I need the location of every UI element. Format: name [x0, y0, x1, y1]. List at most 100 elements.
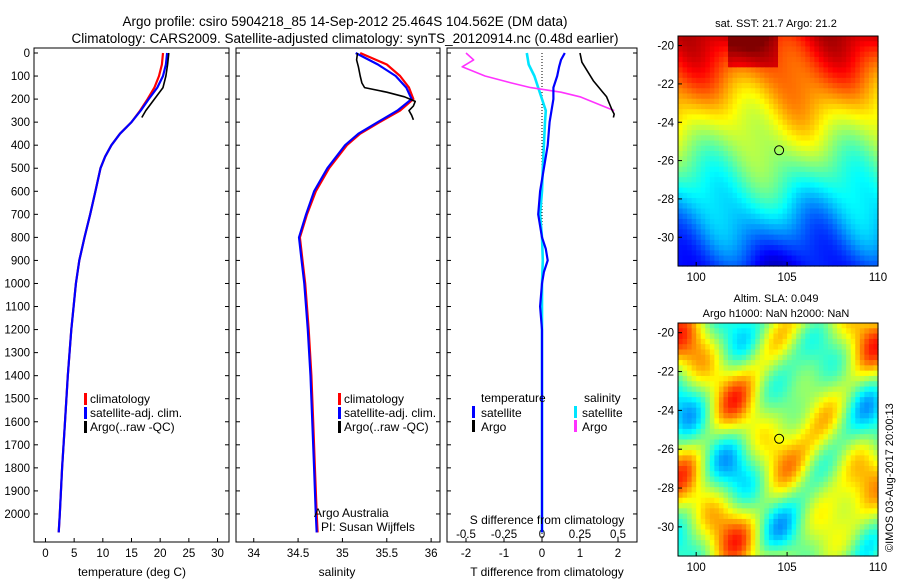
map-cell: [823, 487, 829, 494]
map-cell: [850, 56, 856, 63]
map-cell: [873, 365, 879, 372]
map-cell: [778, 407, 784, 414]
map-cell: [687, 386, 693, 393]
map-cell: [700, 354, 706, 361]
map-cell: [728, 508, 734, 515]
map-cell: [832, 460, 838, 467]
map-cell: [750, 476, 756, 483]
map-cell: [750, 229, 756, 236]
map-cell: [841, 407, 847, 414]
map-cell: [768, 124, 775, 131]
map-cell: [787, 140, 793, 147]
map-cell: [732, 360, 738, 366]
map-cell: [705, 218, 711, 225]
map-cell: [800, 161, 806, 168]
map-cell: [837, 513, 843, 520]
map-cell: [741, 423, 747, 430]
map-cell: [714, 444, 720, 451]
map-cell: [737, 93, 743, 100]
map-cell: [773, 198, 779, 204]
map-cell: [823, 492, 829, 499]
map-cell: [805, 109, 811, 116]
map-cell: [709, 171, 715, 178]
map-cell: [764, 67, 770, 74]
map-cell: [709, 418, 715, 425]
map-cell: [759, 182, 765, 189]
map-cell: [864, 182, 870, 189]
map-cell: [850, 397, 856, 404]
map-cell: [764, 391, 770, 398]
map-cell: [714, 508, 720, 515]
map-cell: [723, 455, 729, 462]
map-cell: [823, 192, 829, 199]
map-cell: [696, 103, 702, 110]
map-cell: [778, 156, 784, 163]
map-cell: [687, 450, 693, 456]
map-cell: [728, 545, 734, 552]
map-cell: [782, 487, 788, 494]
map-cell: [764, 333, 770, 340]
map-cell: [709, 145, 715, 152]
map-cell: [837, 460, 843, 467]
map-cell: [864, 83, 870, 89]
map-cell: [718, 41, 725, 48]
map-cell: [796, 444, 802, 451]
map-cell: [714, 529, 720, 536]
map-cell: [800, 166, 806, 173]
map-cell: [700, 83, 706, 89]
depth-tick-label: 500: [11, 163, 30, 175]
map-cell: [696, 234, 702, 241]
map-cell: [805, 407, 811, 414]
map-cell: [828, 518, 834, 525]
map-cell: [809, 192, 815, 199]
map-cell: [737, 88, 743, 95]
map-cell: [846, 344, 852, 351]
map-cell: [787, 151, 793, 157]
map-cell: [828, 62, 834, 68]
map-cell: [814, 397, 820, 404]
map-cell: [755, 124, 761, 131]
map-cell: [837, 114, 843, 121]
map-cell: [850, 434, 856, 441]
map-cell: [732, 203, 738, 210]
map-cell: [823, 177, 829, 183]
map-cell: [846, 413, 852, 419]
map-cell: [728, 182, 734, 189]
map-cell: [696, 444, 702, 451]
map-cell: [755, 455, 761, 462]
map-cell: [846, 471, 852, 478]
map-cell: [837, 208, 843, 215]
map-cell: [705, 161, 711, 168]
depth-tick-label: 1700: [4, 440, 30, 452]
depth-tick-label: 1600: [4, 417, 30, 429]
map-cell: [873, 67, 879, 74]
map-cell: [678, 481, 684, 488]
map-cell: [832, 333, 838, 340]
map-cell: [855, 114, 861, 121]
map-cell: [755, 161, 761, 168]
map-cell: [873, 46, 879, 53]
map-cell: [714, 513, 720, 520]
map-cell: [809, 503, 815, 509]
map-cell: [809, 124, 815, 131]
map-cell: [791, 333, 797, 340]
map-cell: [859, 119, 865, 126]
series-line: [579, 52, 616, 118]
map-cell: [778, 114, 784, 121]
map-cell: [837, 187, 843, 194]
map-cell: [737, 41, 743, 48]
map-cell: [814, 192, 820, 199]
map-cell: [841, 218, 847, 225]
map-cell: [741, 51, 747, 58]
map-cell: [687, 88, 693, 95]
map-cell: [696, 328, 702, 335]
map-cell: [700, 360, 706, 366]
map-cell: [768, 407, 775, 414]
map-cell: [759, 124, 765, 131]
map-cell: [755, 255, 761, 262]
map-cell: [737, 524, 743, 531]
map-cell: [782, 51, 788, 58]
map-cell: [682, 413, 688, 419]
map-cell: [768, 182, 775, 189]
map-cell: [832, 98, 838, 105]
